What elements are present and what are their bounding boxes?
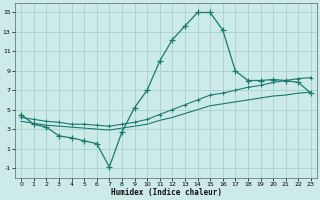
X-axis label: Humidex (Indice chaleur): Humidex (Indice chaleur)	[110, 188, 221, 197]
